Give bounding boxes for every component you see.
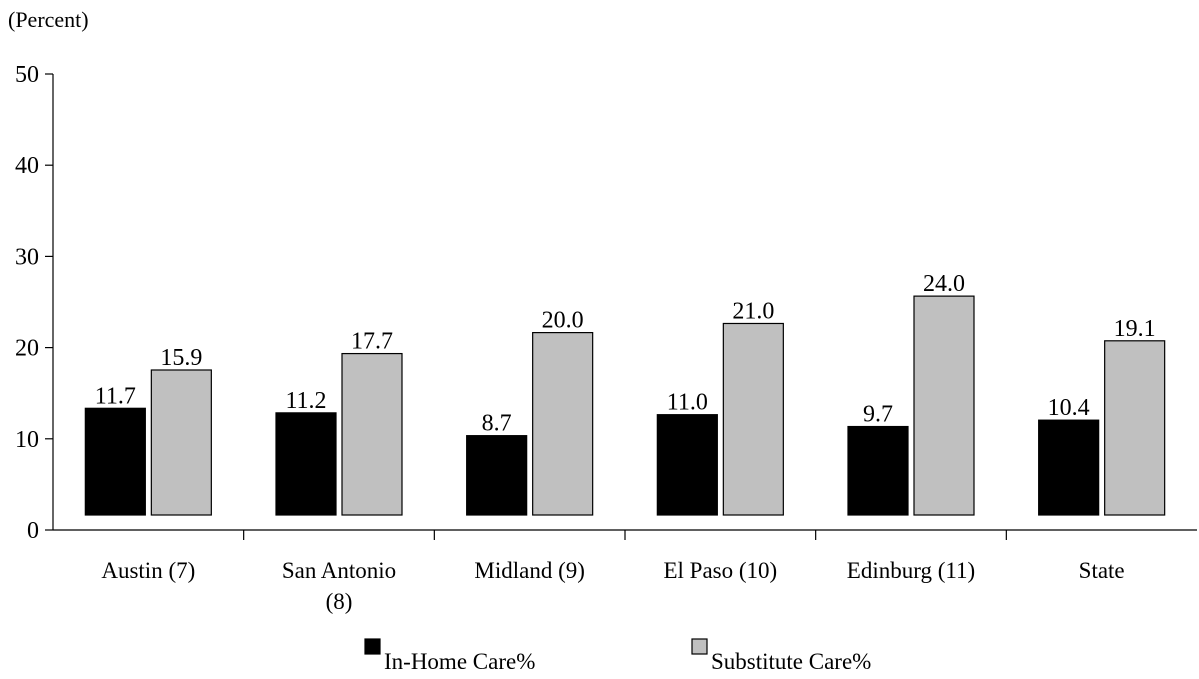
x-tick-label: El Paso (10): [663, 558, 777, 583]
x-tick-label: Edinburg (11): [847, 558, 975, 583]
data-label: 21.0: [732, 298, 774, 324]
bar-substitute-care: [341, 352, 403, 516]
bar-in-home-care: [466, 435, 528, 516]
bar-in-home-care: [1038, 419, 1100, 516]
legend: In-Home Care% Substitute Care%: [364, 638, 871, 674]
bar-in-home-care: [656, 414, 718, 516]
x-tick-labels: Austin (7) San Antonio (8) Midland (9) El Pa…: [101, 558, 1124, 614]
y-tick-label: 20: [15, 336, 39, 362]
data-label: 15.9: [160, 345, 202, 371]
data-label: 10.4: [1048, 395, 1090, 421]
data-labels: 11.7 15.9 11.2 17.7 8.7 20.0 11.0 21.0 9.7 24.0 10…: [95, 271, 1156, 437]
legend-swatch-substitute-care: [691, 638, 708, 655]
bar-in-home-care: [84, 407, 146, 516]
data-label: 19.1: [1114, 316, 1156, 342]
bar-in-home-care: [847, 425, 909, 516]
legend-swatch-in-home-care: [364, 638, 381, 655]
bar-substitute-care: [913, 295, 975, 516]
bar-substitute-care: [722, 322, 784, 516]
data-label: 11.7: [95, 383, 136, 409]
x-tick-label: (8): [326, 589, 353, 614]
data-label: 9.7: [863, 402, 893, 428]
data-label: 17.7: [351, 329, 393, 355]
data-label: 11.2: [285, 388, 326, 414]
data-label: 11.0: [667, 390, 708, 416]
legend-label: Substitute Care%: [711, 649, 871, 674]
axes: 0 10 20 30 40 50: [15, 62, 1197, 544]
bar-substitute-care: [532, 332, 594, 516]
y-tick-label: 50: [15, 62, 39, 88]
x-tick-label: San Antonio: [282, 558, 396, 583]
data-label: 20.0: [542, 308, 584, 334]
bar-substitute-care: [1104, 340, 1166, 516]
bars: [84, 295, 1166, 516]
y-tick-label: 10: [15, 427, 39, 453]
x-tick-label: State: [1079, 558, 1125, 583]
legend-label: In-Home Care%: [384, 649, 535, 674]
x-tick-label: Midland (9): [474, 558, 585, 583]
bar-substitute-care: [150, 369, 212, 516]
y-tick-label: 30: [15, 244, 39, 270]
y-tick-label: 40: [15, 153, 39, 179]
data-label: 24.0: [923, 271, 965, 297]
data-label: 8.7: [482, 411, 512, 437]
y-axis-label: (Percent): [8, 7, 89, 32]
x-tick-label: Austin (7): [101, 558, 195, 583]
bar-in-home-care: [275, 412, 337, 516]
y-tick-label: 0: [27, 518, 39, 544]
